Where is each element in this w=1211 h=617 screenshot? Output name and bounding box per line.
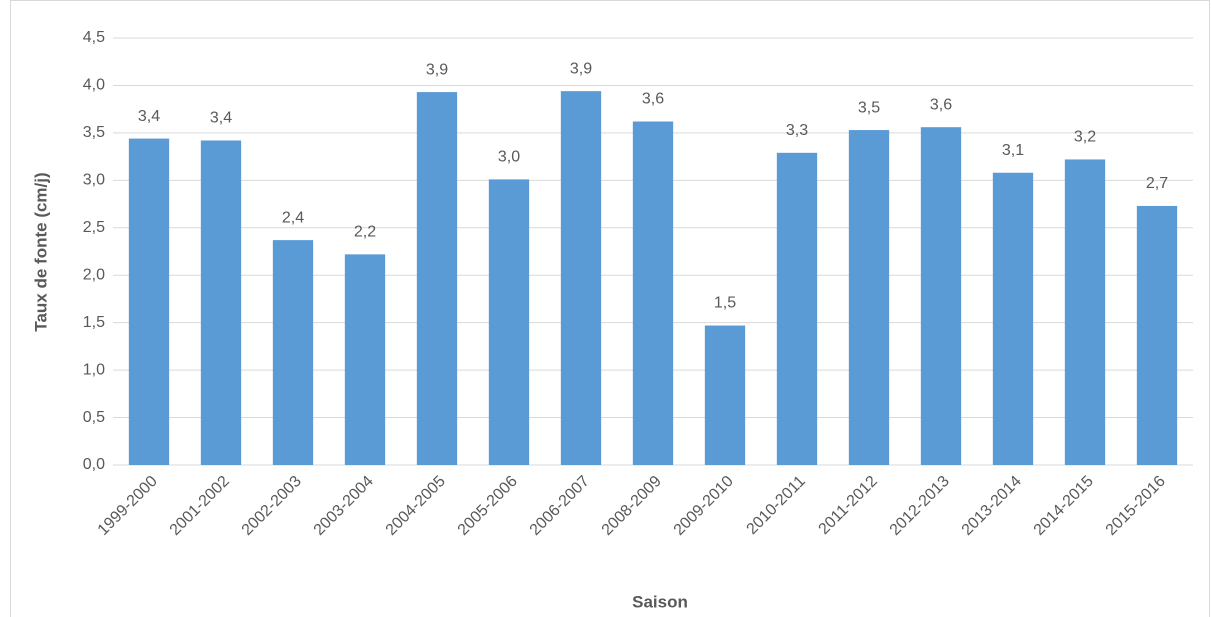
data-label: 3,3 — [786, 122, 808, 139]
bar — [344, 254, 386, 465]
bar — [272, 240, 314, 465]
data-label: 3,1 — [1002, 142, 1024, 159]
data-label: 3,9 — [570, 60, 592, 77]
x-tick-label: 1999-2000 — [95, 473, 161, 539]
x-tick-label: 2014-2015 — [1031, 473, 1097, 539]
y-tick-label: 2,0 — [83, 266, 105, 283]
y-tick-label: 0,5 — [83, 409, 105, 426]
data-label: 3,9 — [426, 61, 448, 78]
y-tick-label: 1,5 — [83, 314, 105, 331]
x-tick-label: 2009-2010 — [671, 473, 737, 539]
data-label: 2,4 — [282, 209, 304, 226]
y-tick-label: 4,5 — [83, 29, 105, 46]
y-tick-label: 4,0 — [83, 77, 105, 94]
bar — [992, 172, 1034, 465]
bar — [920, 127, 962, 465]
data-label: 3,6 — [642, 91, 664, 108]
bar — [848, 130, 890, 465]
x-tick-label: 2001-2002 — [167, 473, 233, 539]
x-tick-label: 2012-2013 — [887, 473, 953, 539]
x-tick-label: 2011-2012 — [816, 473, 881, 538]
chart-frame — [10, 0, 1210, 617]
data-label: 3,2 — [1074, 129, 1096, 146]
bar — [128, 138, 170, 466]
x-tick-label: 2010-2011 — [744, 473, 809, 538]
data-label: 1,5 — [714, 295, 736, 312]
y-tick-label: 3,5 — [83, 124, 105, 141]
y-tick-label: 1,0 — [83, 361, 105, 378]
bar — [1064, 159, 1106, 466]
data-label: 3,4 — [138, 108, 160, 125]
data-label: 2,2 — [354, 224, 376, 241]
x-axis-title: Saison — [632, 592, 688, 611]
x-tick-label: 2003-2004 — [311, 473, 377, 539]
bar — [200, 140, 242, 466]
bar — [488, 179, 530, 465]
y-tick-label: 2,5 — [83, 219, 105, 236]
bar — [632, 121, 674, 465]
data-label: 3,5 — [858, 99, 880, 116]
y-tick-label: 0,0 — [83, 456, 105, 473]
x-tick-label: 2005-2006 — [455, 473, 521, 539]
x-tick-label: 2008-2009 — [599, 473, 665, 539]
x-tick-label: 2002-2003 — [239, 473, 305, 539]
data-label: 2,7 — [1146, 175, 1168, 192]
x-tick-label: 2004-2005 — [383, 473, 449, 539]
bar — [560, 91, 602, 465]
data-label: 3,0 — [498, 149, 520, 166]
x-tick-label: 2006-2007 — [527, 473, 593, 539]
x-tick-label: 2015-2016 — [1103, 473, 1169, 539]
y-axis-title: Taux de fonte (cm/j) — [31, 172, 50, 331]
data-label: 3,6 — [930, 96, 952, 113]
bar — [1136, 205, 1178, 465]
bar — [704, 325, 746, 465]
y-tick-label: 3,0 — [83, 172, 105, 189]
bar — [776, 152, 818, 465]
bar — [416, 92, 458, 465]
data-label: 3,4 — [210, 110, 232, 127]
x-tick-label: 2013-2014 — [959, 473, 1025, 539]
